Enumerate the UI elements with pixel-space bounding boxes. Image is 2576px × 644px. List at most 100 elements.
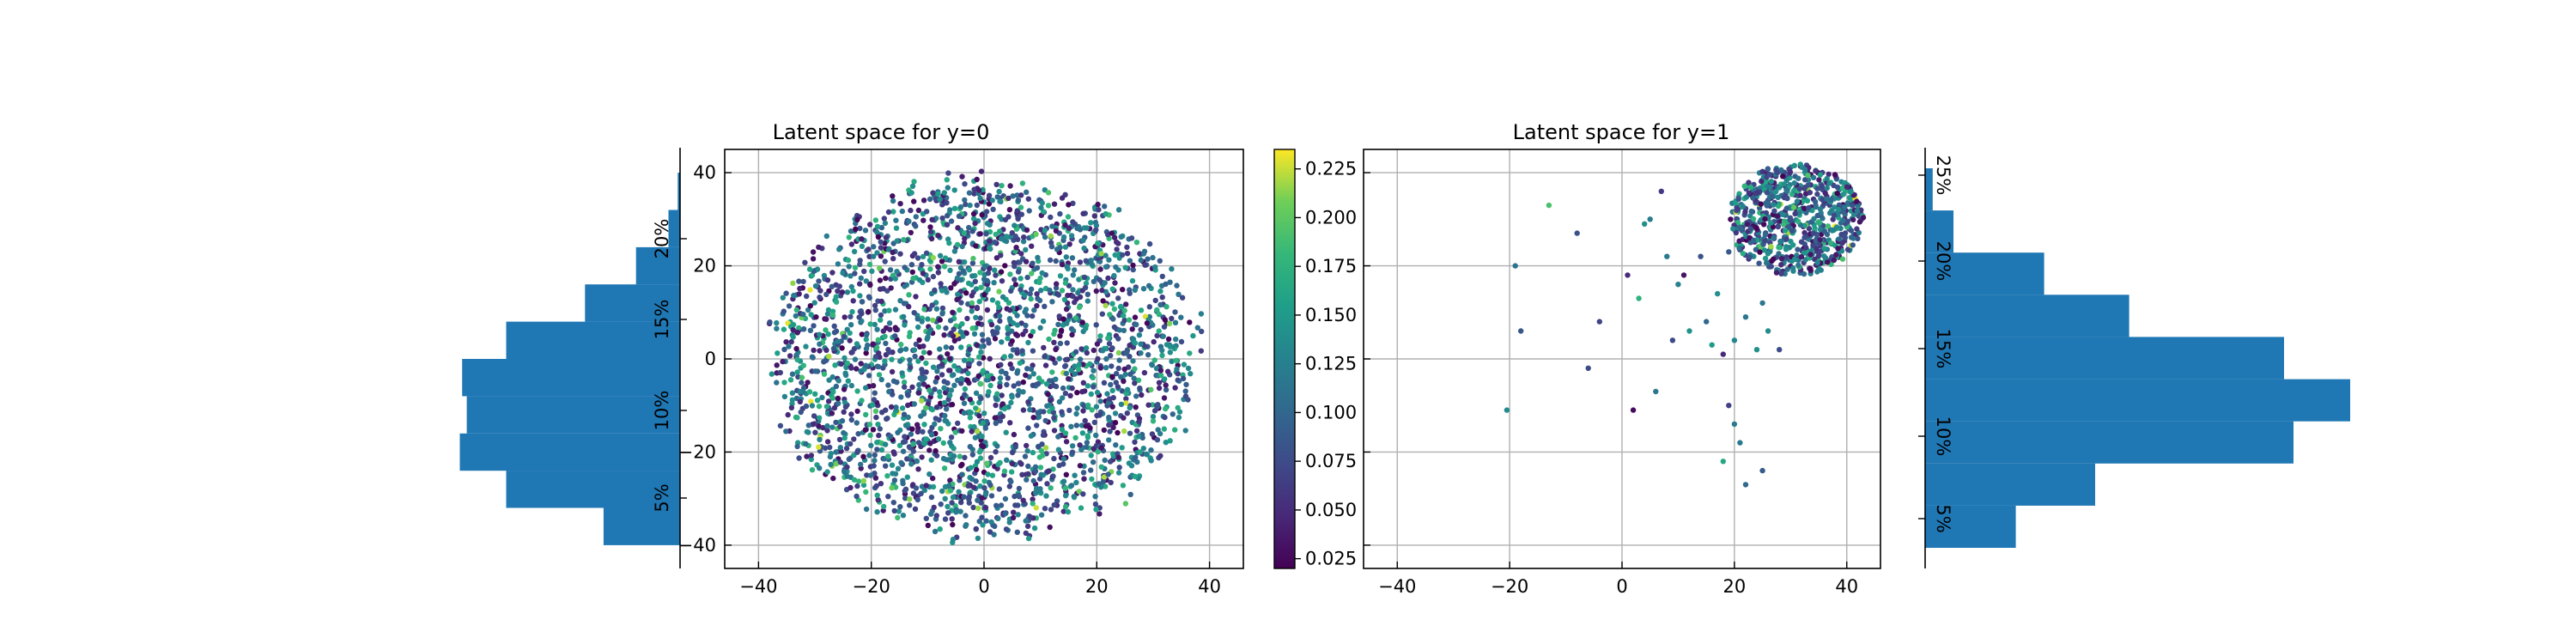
scatter-y0-point	[1083, 423, 1089, 429]
scatter-y0-point	[1068, 423, 1074, 429]
scatter-y1-xtick-label: 20	[1723, 576, 1747, 597]
scatter-y0-point	[916, 381, 922, 388]
scatter-y1-point	[1794, 198, 1801, 204]
scatter-y0-point	[951, 326, 957, 332]
scatter-y1-point	[1817, 237, 1823, 243]
scatter-y0-point	[1066, 241, 1072, 247]
scatter-y0-point	[780, 295, 786, 301]
scatter-y0-point	[960, 268, 967, 274]
scatter-y0-point	[998, 361, 1004, 368]
scatter-y0-point	[866, 261, 873, 268]
scatter-y0-point	[970, 255, 976, 262]
scatter-y0-point	[973, 405, 979, 411]
scatter-y0-point	[817, 331, 823, 337]
scatter-y0-point	[1069, 443, 1076, 449]
scatter-y0-xtick-label: 20	[1085, 576, 1109, 597]
scatter-y0-point	[1030, 501, 1036, 507]
scatter-y0-point	[852, 264, 859, 270]
scatter-y0-point	[883, 340, 889, 347]
scatter-y0-point	[1174, 366, 1180, 372]
scatter-y0-point	[997, 459, 1003, 465]
scatter-y0-point	[1001, 354, 1008, 360]
scatter-y0-point	[885, 382, 891, 388]
scatter-y0-point	[1132, 340, 1139, 346]
scatter-y1-point	[1761, 222, 1767, 228]
scatter-y0-point	[948, 434, 955, 440]
scatter-y0-point	[808, 453, 815, 459]
scatter-y1-point	[1780, 211, 1786, 217]
scatter-y0-point	[1093, 432, 1099, 439]
scatter-y1-point	[1832, 172, 1838, 178]
scatter-y1-point	[1810, 242, 1816, 248]
scatter-y0-point	[910, 490, 917, 496]
scatter-y1-point	[1856, 213, 1862, 219]
scatter-y1-point	[1801, 270, 1807, 277]
scatter-y0-point	[841, 399, 848, 405]
scatter-y0-point	[1116, 357, 1122, 363]
scatter-y0-point	[1115, 365, 1121, 372]
scatter-y0-point	[918, 490, 924, 496]
scatter-y0-point	[909, 183, 916, 189]
scatter-y0-point	[1121, 307, 1127, 313]
scatter-y0-point	[1024, 477, 1030, 483]
scatter-y0-point	[958, 376, 965, 382]
scatter-y0-point	[796, 325, 802, 331]
scatter-y0-point	[959, 471, 965, 477]
scatter-y0-point	[790, 334, 796, 340]
scatter-y0-point	[1020, 239, 1027, 245]
scatter-y0-point	[951, 446, 957, 452]
scatter-y0-point	[1022, 453, 1029, 459]
scatter-y0-point	[881, 456, 887, 462]
scatter-y0-point	[1024, 442, 1030, 449]
scatter-y0-point	[1073, 410, 1079, 417]
scatter-y0-point	[976, 399, 982, 406]
scatter-y0-point	[1131, 375, 1137, 381]
scatter-y0-point	[977, 231, 984, 237]
scatter-y0-point	[1124, 251, 1131, 257]
scatter-y0-point	[866, 422, 873, 428]
scatter-y1-point	[1802, 184, 1808, 191]
scatter-y0-point	[989, 297, 996, 303]
scatter-y1-point	[1850, 242, 1856, 248]
scatter-y0-point	[793, 414, 799, 421]
scatter-y0-point	[883, 463, 889, 469]
scatter-y0-point	[847, 330, 853, 337]
scatter-y0-point	[1030, 415, 1036, 421]
scatter-y0-point	[1109, 301, 1115, 307]
scatter-y1-outlier-point	[1753, 347, 1760, 353]
scatter-y0-point	[935, 264, 941, 270]
scatter-y0-point	[842, 372, 849, 378]
scatter-y1-point	[1840, 217, 1846, 223]
scatter-y0-point	[1014, 370, 1020, 376]
scatter-y0-point	[1033, 231, 1039, 237]
scatter-y0-point	[850, 298, 856, 304]
scatter-y0-point	[975, 187, 982, 193]
scatter-y0-point	[1089, 262, 1096, 268]
scatter-y0-point	[793, 395, 800, 402]
scatter-y0-point	[807, 303, 813, 309]
scatter-y0-point	[841, 386, 848, 392]
scatter-y0-point	[1018, 192, 1024, 198]
scatter-y0-point	[1115, 429, 1121, 436]
scatter-y0-point	[980, 337, 986, 343]
scatter-y0-point	[1178, 314, 1184, 320]
scatter-y0-point	[865, 342, 871, 349]
scatter-y0-point	[848, 283, 854, 290]
scatter-y0-point	[959, 428, 965, 434]
scatter-y0-point	[1084, 383, 1091, 389]
scatter-y0-point	[874, 250, 880, 256]
scatter-y0-point	[927, 266, 933, 272]
scatter-y0-point	[817, 348, 823, 354]
scatter-y0-point	[977, 270, 983, 276]
scatter-y0-point	[1108, 479, 1114, 486]
scatter-y0-point	[1038, 204, 1044, 211]
scatter-y0-point	[767, 319, 773, 325]
scatter-y0-point	[858, 461, 864, 468]
scatter-y0-point	[998, 252, 1004, 258]
scatter-y0-point	[908, 431, 914, 437]
scatter-y0-point	[1109, 387, 1115, 393]
scatter-y0-point	[961, 494, 967, 500]
scatter-y0-point	[916, 337, 922, 343]
scatter-y0-point	[843, 446, 850, 452]
scatter-y0-point	[1003, 238, 1010, 245]
